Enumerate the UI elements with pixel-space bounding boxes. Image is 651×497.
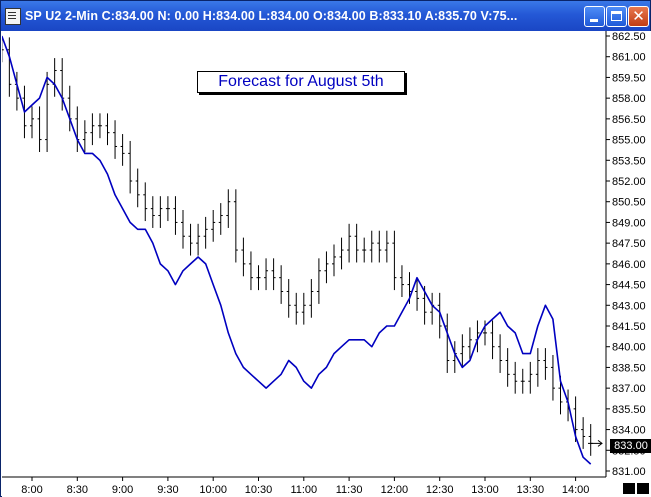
forecast-annotation: Forecast for August 5th [197, 71, 405, 93]
x-tick-label: 8:30 [67, 484, 88, 496]
x-tick-label: 13:00 [471, 484, 499, 496]
y-tick-label: 856.50 [612, 114, 646, 126]
close-icon: ✕ [632, 7, 645, 25]
x-tick-label: 12:30 [426, 484, 454, 496]
minimize-icon [590, 19, 598, 22]
y-tick-label: 841.50 [612, 321, 646, 333]
y-tick-label: 844.50 [612, 280, 646, 292]
y-tick-label: 846.00 [612, 259, 646, 271]
chart-plot-area[interactable]: 862.50 861.00 859.50 858.00 856.50 855.00 853.… [2, 31, 651, 497]
scroll-square-left[interactable] [623, 483, 635, 494]
x-tick-label: 11:30 [336, 484, 363, 496]
y-tick-label: 859.50 [612, 72, 646, 84]
last-price-arrow-icon [597, 439, 603, 447]
y-tick-label: 852.00 [612, 176, 646, 188]
x-tick-label: 10:00 [199, 484, 227, 496]
y-tick-label: 837.00 [612, 383, 646, 395]
close-button[interactable]: ✕ [628, 6, 649, 27]
chart-document-icon[interactable] [5, 8, 21, 25]
y-tick-label: 831.00 [612, 466, 646, 478]
x-tick-label: 12:00 [381, 484, 409, 496]
x-tick-label: 13:30 [517, 484, 545, 496]
x-tick-label: 14:00 [562, 484, 590, 496]
y-tick-label: 843.00 [612, 300, 646, 312]
x-tick-label: 8:00 [21, 484, 42, 496]
x-tick-label: 11:00 [290, 484, 317, 496]
y-tick-label: 853.50 [612, 155, 646, 167]
last-price-label: 833.00 [610, 439, 651, 453]
price-chart[interactable]: 862.50 861.00 859.50 858.00 856.50 855.00 853.… [2, 31, 651, 497]
minimize-button[interactable] [584, 6, 605, 27]
forecast-line [2, 35, 592, 465]
x-tick-label: 10:30 [245, 484, 273, 496]
y-tick-label: 858.00 [612, 93, 646, 105]
title-bar[interactable]: SP U2 2-Min C:834.00 N: 0.00 H:834.00 L:… [1, 1, 650, 31]
maximize-icon [611, 11, 622, 21]
y-tick-label: 849.00 [612, 217, 646, 229]
y-tick-label: 840.00 [612, 342, 646, 354]
y-tick-label: 850.50 [612, 197, 646, 209]
maximize-button[interactable] [606, 6, 627, 27]
x-tick-label: 9:00 [112, 484, 133, 496]
y-tick-label: 855.00 [612, 135, 646, 147]
window-title: SP U2 2-Min C:834.00 N: 0.00 H:834.00 L:… [25, 9, 518, 23]
y-tick-label: 862.50 [612, 31, 646, 43]
y-tick-label: 847.50 [612, 238, 646, 250]
y-tick-label: 835.50 [612, 404, 646, 416]
x-tick-label: 9:30 [157, 484, 178, 496]
y-tick-label: 838.50 [612, 362, 646, 374]
y-tick-label: 861.00 [612, 52, 646, 64]
scroll-square-right[interactable] [637, 483, 649, 494]
y-tick-label: 834.00 [612, 425, 646, 437]
